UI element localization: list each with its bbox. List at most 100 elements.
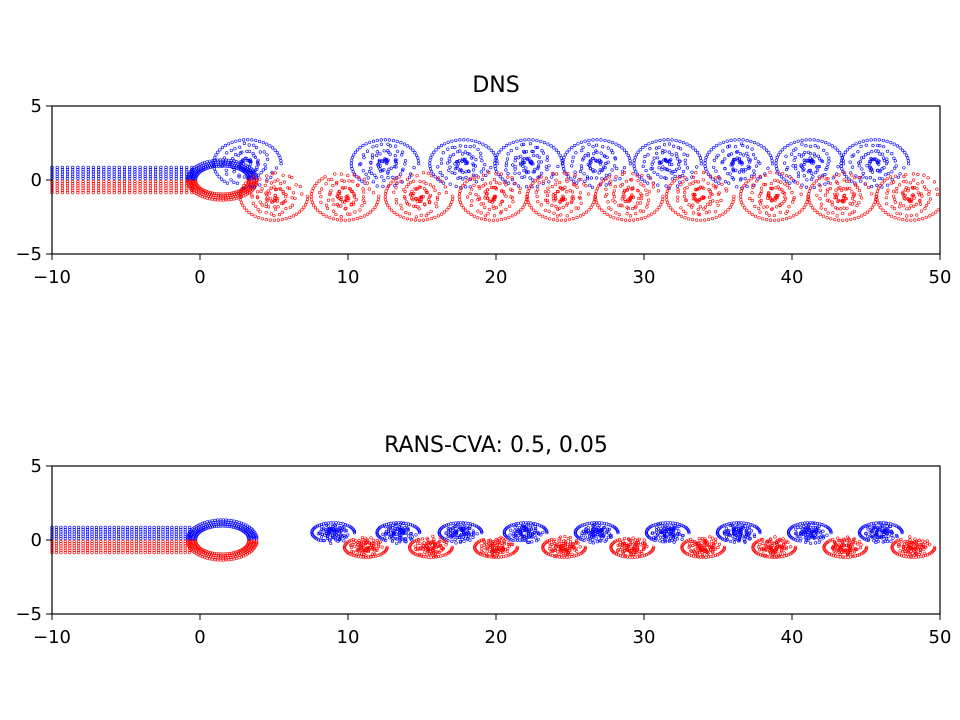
- scatter-point: [876, 186, 881, 190]
- scatter-point: [547, 209, 551, 213]
- scatter-point: [369, 536, 373, 540]
- scatter-point: [547, 217, 552, 221]
- scatter-point: [547, 180, 551, 184]
- scatter-point: [917, 217, 921, 222]
- scatter-point: [213, 155, 217, 160]
- scatter-point: [367, 170, 372, 174]
- scatter-point: [336, 195, 340, 199]
- scatter-point: [622, 188, 627, 193]
- scatter-point: [892, 197, 897, 201]
- scatter-point: [351, 550, 355, 554]
- scatter-point: [159, 176, 163, 181]
- scatter-point: [594, 149, 598, 153]
- scatter-point: [498, 203, 502, 207]
- scatter-point: [373, 205, 377, 209]
- scatter-point: [889, 539, 893, 543]
- scatter-point: [890, 205, 894, 209]
- scatter-point: [813, 144, 817, 148]
- scatter-point: [759, 144, 763, 148]
- scatter-point: [739, 534, 743, 539]
- scatter-point: [229, 525, 233, 529]
- scatter-point: [410, 189, 414, 193]
- scatter-point: [848, 186, 852, 190]
- scatter-point: [219, 192, 223, 196]
- scatter-point: [808, 200, 812, 205]
- scatter-point: [902, 174, 906, 179]
- scatter-point: [912, 185, 917, 190]
- scatter-point: [875, 532, 880, 537]
- scatter-point: [170, 534, 174, 538]
- scatter-point: [649, 537, 654, 541]
- scatter-point: [685, 153, 690, 157]
- scatter-point: [926, 200, 931, 204]
- scatter-point: [554, 148, 559, 152]
- scatter-point: [474, 158, 478, 162]
- scatter-point: [384, 538, 388, 543]
- scatter-point: [112, 532, 116, 536]
- scatter-point: [555, 218, 560, 222]
- scatter-point: [117, 184, 121, 188]
- scatter-point: [130, 542, 134, 546]
- scatter-point: [604, 538, 609, 542]
- scatter-point: [773, 178, 777, 182]
- subplot-rans: RANS-CVA: 0.5, 0.05 −10 0 10 20 30 40 50−505: [15, 433, 951, 648]
- scatter-point: [349, 543, 353, 548]
- scatter-point: [55, 172, 59, 176]
- scatter-point: [684, 198, 688, 202]
- scatter-point: [528, 525, 532, 529]
- scatter-point: [444, 531, 448, 535]
- scatter-point: [428, 164, 432, 168]
- scatter-point: [468, 524, 472, 528]
- scatter-point: [845, 218, 849, 222]
- scatter-point: [255, 535, 259, 539]
- scatter-point: [425, 549, 430, 553]
- scatter-point: [457, 535, 461, 539]
- scatter-point: [676, 199, 680, 203]
- scatter-point: [174, 179, 178, 184]
- scatter-point: [76, 168, 80, 172]
- scatter-point: [117, 165, 121, 169]
- scatter-point: [386, 176, 390, 180]
- scatter-point: [454, 531, 459, 535]
- scatter-point: [556, 207, 560, 211]
- scatter-point: [247, 149, 252, 153]
- scatter-point: [847, 179, 851, 183]
- scatter-point: [808, 168, 813, 172]
- scatter-point: [540, 149, 544, 153]
- scatter-point: [343, 207, 347, 211]
- scatter-point: [733, 145, 738, 149]
- scatter-point: [893, 523, 897, 527]
- scatter-point: [455, 164, 459, 168]
- scatter-point: [587, 142, 591, 146]
- scatter-point: [636, 179, 640, 183]
- scatter-point: [409, 531, 413, 536]
- scatter-point: [687, 203, 691, 207]
- scatter-point: [154, 184, 158, 188]
- scatter-point: [219, 524, 223, 528]
- scatter-point: [707, 150, 711, 154]
- scatter-point: [652, 523, 656, 527]
- scatter-point: [815, 168, 820, 172]
- scatter-point: [842, 206, 846, 210]
- scatter-point: [800, 533, 804, 537]
- scatter-point: [413, 218, 418, 222]
- scatter-point: [274, 166, 279, 170]
- scatter-point: [238, 151, 242, 155]
- scatter-point: [457, 159, 462, 163]
- scatter-point: [562, 171, 566, 175]
- scatter-point: [558, 153, 562, 157]
- scatter-point: [850, 202, 854, 206]
- scatter-point: [590, 157, 595, 161]
- scatter-point: [103, 548, 107, 553]
- scatter-point: [592, 152, 596, 156]
- scatter-point: [134, 548, 138, 553]
- scatter-point: [609, 523, 613, 527]
- scatter-point: [103, 534, 107, 538]
- scatter-point: [164, 170, 168, 174]
- scatter-point: [746, 526, 750, 530]
- scatter-point: [250, 212, 254, 217]
- scatter-point: [751, 153, 756, 157]
- scatter-point: [325, 536, 330, 541]
- scatter-point: [692, 192, 697, 196]
